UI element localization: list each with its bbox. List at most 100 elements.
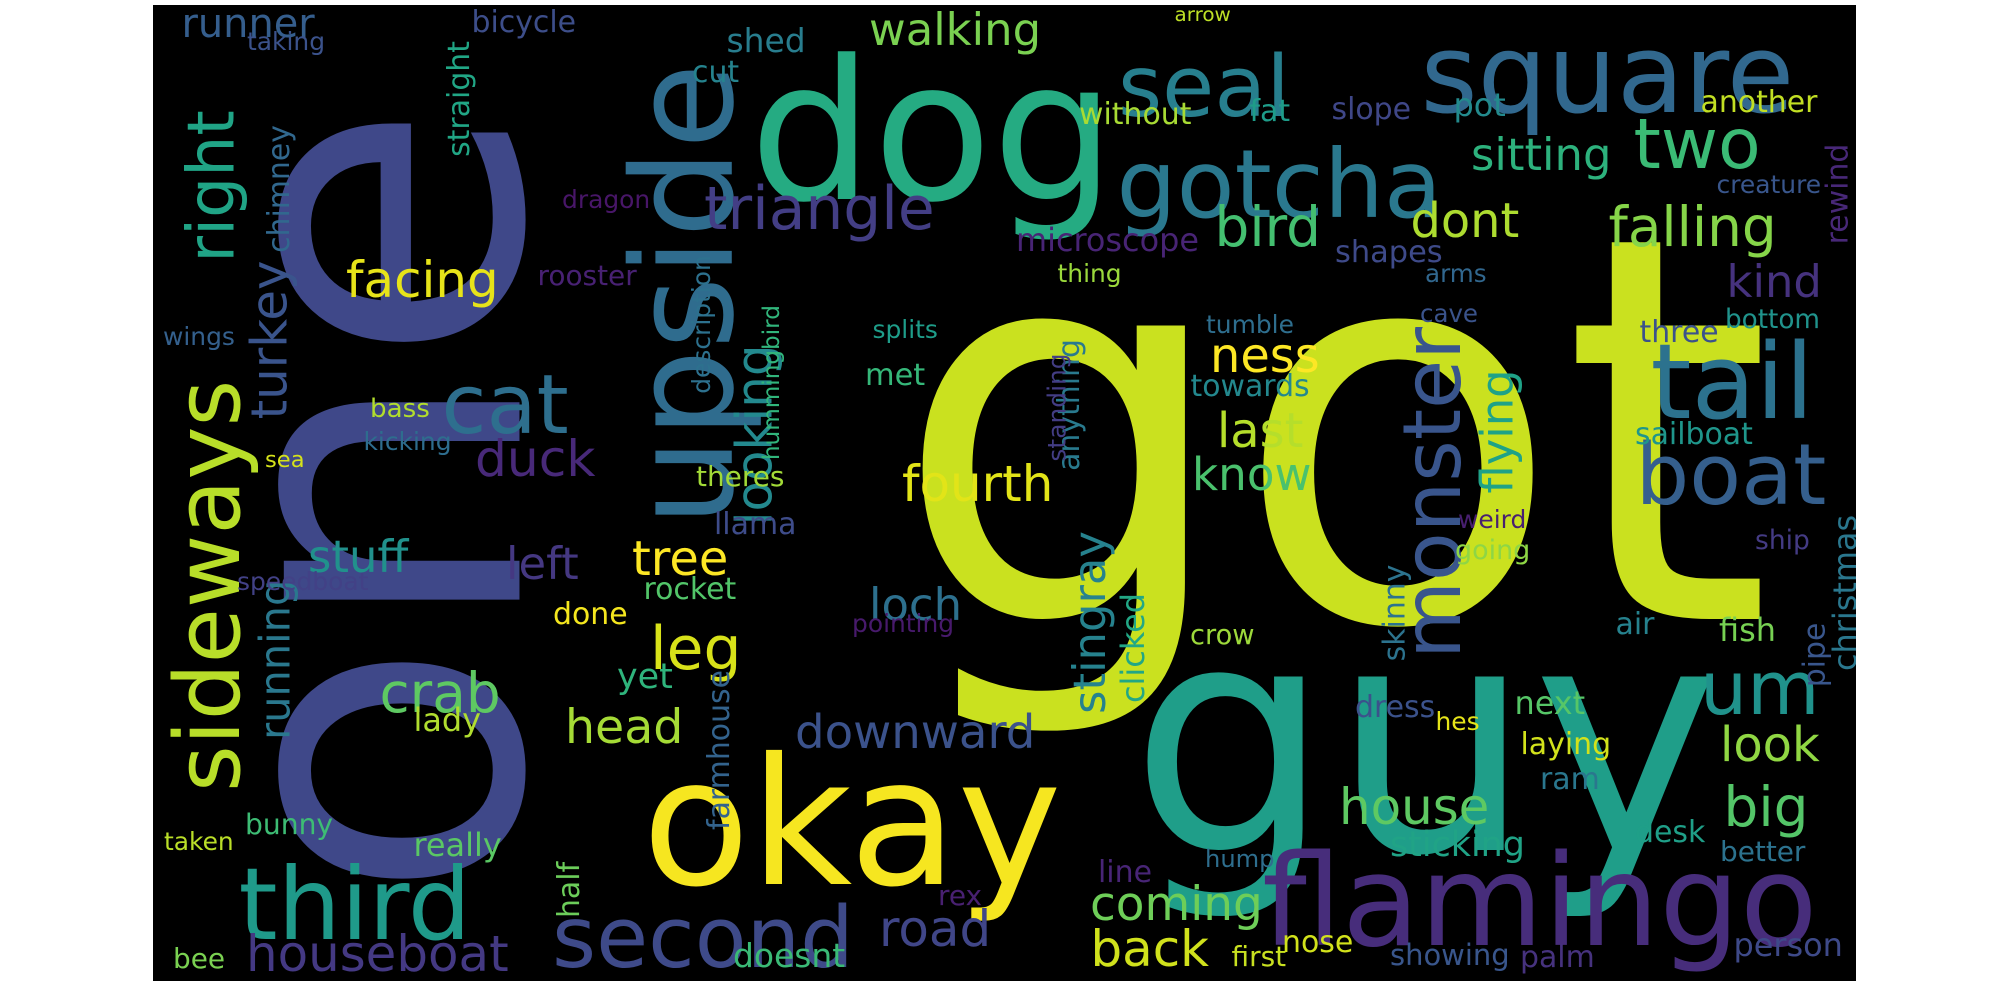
word-llama: llama [714, 507, 797, 542]
word-description: description [686, 254, 716, 394]
word-got: got [893, 120, 1773, 746]
word-next: next [1514, 684, 1586, 722]
word-crow: crow [1190, 619, 1255, 651]
word-bottom: bottom [1725, 305, 1820, 335]
word-skinny: skinny [1376, 564, 1412, 661]
word-dress: dress [1355, 690, 1436, 725]
word-walking: walking [869, 5, 1042, 56]
word-laying: laying [1520, 727, 1612, 762]
word-gotcha: gotcha [1116, 130, 1442, 240]
word-bass: bass [370, 394, 430, 424]
word-chimney: chimney [261, 125, 297, 253]
word-really: really [413, 826, 502, 864]
word-um: um [1700, 645, 1820, 732]
word-tumble: tumble [1206, 310, 1294, 339]
word-runner: runner [181, 5, 315, 47]
word-splits: splits [872, 315, 938, 344]
word-speedboat: speedboat [237, 567, 369, 596]
word-last: last [1217, 404, 1304, 459]
word-taking: taking [247, 27, 326, 56]
word-done: done [553, 597, 628, 632]
word-left: left [506, 537, 579, 590]
word-sailboat: sailboat [1635, 417, 1753, 452]
word-tree: tree [632, 532, 729, 587]
word-yet: yet [617, 657, 673, 697]
word-creature: creature [1716, 170, 1822, 199]
word-sitting: sitting [1471, 128, 1612, 181]
word-seal: seal [1118, 37, 1290, 136]
word-three: three [1639, 315, 1719, 350]
word-slope: slope [1331, 92, 1412, 127]
word-doesnt: doesnt [733, 936, 846, 975]
word-theres: theres [696, 460, 785, 493]
word-third: third [238, 846, 472, 963]
word-taken: taken [164, 827, 234, 856]
word-bee: bee [173, 942, 226, 975]
word-going: going [1455, 534, 1531, 566]
word-bunny: bunny [245, 808, 334, 841]
word-rooster: rooster [537, 259, 637, 292]
word-wings: wings [163, 322, 235, 351]
word-first: first [1231, 940, 1287, 973]
word-person: person [1733, 926, 1843, 964]
word-shed: shed [726, 21, 806, 60]
word-road: road [879, 900, 992, 958]
word-loch: loch [869, 578, 963, 631]
word-better: better [1720, 835, 1806, 868]
word-ship: ship [1755, 524, 1810, 556]
word-back: back [1090, 920, 1210, 978]
word-farmhouse: farmhouse [702, 669, 738, 830]
word-okay: okay [642, 720, 1062, 926]
word-ram: ram [1540, 762, 1600, 797]
word-pipe: pipe [1796, 622, 1832, 688]
word-pointing: pointing [852, 609, 955, 638]
word-look: look [1720, 717, 1820, 773]
word-flying: flying [1470, 368, 1524, 494]
word-pot: pot [1453, 86, 1506, 124]
word-fish: fish [1719, 611, 1776, 649]
word-without: without [1079, 97, 1192, 132]
word-standing: standing [1042, 352, 1072, 462]
word-stuff: stuff [308, 530, 409, 583]
word-house: house [1339, 778, 1490, 836]
word-facing: facing [346, 251, 499, 309]
word-sea: sea [265, 447, 305, 473]
word-big: big [1723, 775, 1809, 839]
word-weird: weird [1458, 505, 1527, 534]
word-met: met [865, 358, 926, 393]
word-dog: dog [749, 18, 1116, 245]
word-line: line [1098, 855, 1152, 890]
word-flamingo: flamingo [1262, 826, 1818, 975]
word-triangle: triangle [704, 174, 935, 244]
word-kicking: kicking [363, 427, 452, 456]
word-second: second [552, 887, 854, 981]
word-fat: fat [1249, 94, 1291, 129]
word-guy: guy [1130, 555, 1721, 925]
word-fourth: fourth [902, 455, 1054, 513]
word-rocket: rocket [643, 572, 737, 607]
word-falling: falling [1608, 195, 1777, 259]
word-nose: nose [1282, 925, 1354, 960]
word-palm: palm [1520, 940, 1595, 975]
word-bicycle: bicycle [471, 5, 577, 40]
word-arrow: arrow [1174, 5, 1231, 26]
word-bird: bird [1214, 195, 1321, 259]
word-another: another [1700, 85, 1818, 120]
word-downward: downward [795, 705, 1036, 759]
word-clicked: clicked [1114, 592, 1153, 703]
word-houseboat: houseboat [246, 925, 509, 981]
word-towards: towards [1190, 369, 1310, 404]
word-microscope: microscope [1016, 221, 1199, 259]
word-head: head [565, 700, 684, 755]
word-arms: arms [1425, 258, 1487, 288]
word-duck: duck [475, 429, 596, 488]
word-desk: desk [1635, 815, 1706, 850]
word-square: square [1420, 10, 1795, 138]
word-boat: boat [1635, 425, 1827, 524]
word-straight: straight [441, 41, 477, 157]
word-dont: dont [1410, 194, 1520, 249]
word-kind: kind [1726, 255, 1822, 308]
word-ness: ness [1210, 329, 1320, 384]
word-leg: leg [650, 614, 742, 684]
word-running: running [250, 579, 300, 740]
